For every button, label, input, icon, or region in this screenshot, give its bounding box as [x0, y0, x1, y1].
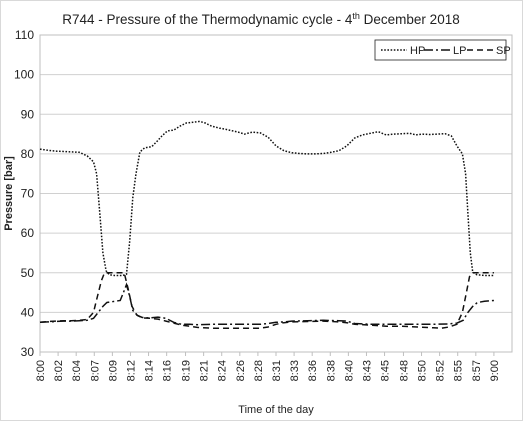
series-lines: [39, 120, 494, 329]
x-tick-label: 8:04: [71, 360, 83, 381]
y-tick-label: 40: [21, 305, 35, 319]
x-tick-label: 8:00: [35, 360, 47, 381]
x-tick-label: 8:52: [435, 360, 447, 381]
x-tick-label: 8:24: [217, 360, 229, 381]
y-tick-label: 30: [21, 345, 35, 359]
x-tick-label: 8:26: [235, 360, 247, 381]
x-tick-label: 8:07: [89, 360, 101, 381]
x-tick-label: 8:36: [307, 360, 319, 381]
y-axis-title: Pressure [bar]: [3, 156, 15, 231]
series-line-sp: [39, 272, 494, 329]
x-tick-label: 8:55: [453, 360, 465, 381]
x-tick-label: 8:50: [417, 360, 429, 381]
x-tick-label: 8:48: [398, 360, 410, 381]
x-axis-ticks: 8:00 8:02 8:04 8:07 8:09 8:12 8:14 8:16 8:19 8:21…: [35, 352, 501, 381]
series-line-lp: [39, 282, 494, 326]
chart-title-suffix: December 2018: [360, 12, 460, 27]
y-tick-label: 100: [14, 68, 34, 82]
x-tick-label: 8:09: [107, 360, 119, 381]
series-line-hp: [39, 120, 494, 277]
y-tick-label: 50: [21, 266, 35, 280]
chart-title-main: R744 - Pressure of the Thermodynamic cyc…: [62, 12, 353, 27]
chart-title-superscript: th: [352, 11, 360, 21]
x-tick-label: 8:57: [471, 360, 483, 381]
y-tick-label: 60: [21, 226, 35, 240]
x-tick-label: 8:33: [289, 360, 301, 381]
y-tick-label: 70: [21, 187, 35, 201]
legend-label-hp: HP: [410, 45, 425, 57]
x-tick-label: 8:02: [53, 360, 65, 381]
x-tick-label: 8:28: [253, 360, 265, 381]
x-tick-label: 9:00: [489, 360, 501, 381]
legend-label-sp: SP: [496, 45, 511, 57]
legend: HP LP SP: [374, 39, 511, 61]
y-axis-ticks: 30 40 50 60 70 80 90 100 110: [14, 28, 34, 359]
x-tick-label: 8:40: [343, 360, 355, 381]
x-tick-label: 8:31: [271, 360, 283, 381]
x-tick-label: 8:19: [181, 360, 193, 381]
gridlines: [40, 34, 512, 353]
x-tick-label: 8:16: [162, 360, 174, 381]
chart-title: R744 - Pressure of the Thermodynamic cyc…: [62, 11, 459, 27]
x-tick-label: 8:43: [361, 360, 373, 381]
y-tick-label: 80: [21, 147, 35, 161]
x-axis-title: Time of the day: [238, 404, 314, 416]
x-tick-label: 8:21: [199, 360, 211, 381]
x-tick-label: 8:45: [380, 360, 392, 381]
y-tick-label: 110: [15, 28, 34, 42]
x-tick-label: 8:14: [144, 360, 156, 381]
x-tick-label: 8:38: [325, 360, 337, 381]
legend-box: [374, 39, 507, 61]
x-tick-label: 8:12: [125, 360, 137, 381]
legend-label-lp: LP: [453, 45, 466, 57]
y-tick-label: 90: [21, 107, 35, 121]
